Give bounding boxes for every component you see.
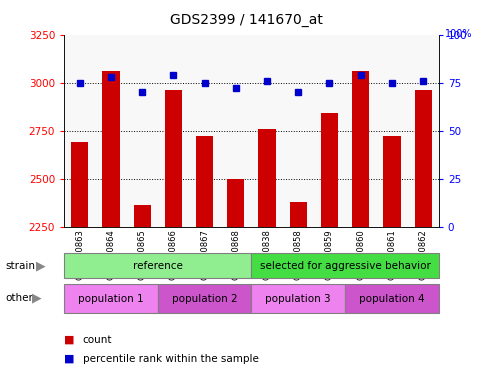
Bar [352,71,369,227]
Text: other: other [5,293,33,303]
Text: population 2: population 2 [172,293,238,304]
Bar [251,284,345,313]
Text: strain: strain [5,261,35,271]
Text: reference: reference [133,261,183,271]
Bar [158,284,251,313]
Bar [227,179,245,227]
Bar [71,142,88,227]
Bar [415,90,432,227]
Text: ▶: ▶ [35,259,45,272]
Bar [258,129,276,227]
Bar [64,284,158,313]
Bar [134,205,151,227]
Text: population 3: population 3 [265,293,331,304]
Text: population 4: population 4 [359,293,425,304]
Bar [251,253,439,278]
Text: ■: ■ [64,354,74,364]
Bar [384,136,400,227]
Text: selected for aggressive behavior: selected for aggressive behavior [260,261,430,271]
Text: percentile rank within the sample: percentile rank within the sample [83,354,259,364]
Bar [103,71,119,227]
Text: population 1: population 1 [78,293,144,304]
Text: count: count [83,335,112,345]
Bar [165,90,182,227]
Text: ▶: ▶ [32,291,42,304]
Bar [345,284,439,313]
Bar [196,136,213,227]
Bar [64,253,251,278]
Bar [290,202,307,227]
Bar [321,113,338,227]
Text: 100%: 100% [445,29,473,39]
Text: GDS2399 / 141670_at: GDS2399 / 141670_at [170,13,323,27]
Text: ■: ■ [64,335,74,345]
